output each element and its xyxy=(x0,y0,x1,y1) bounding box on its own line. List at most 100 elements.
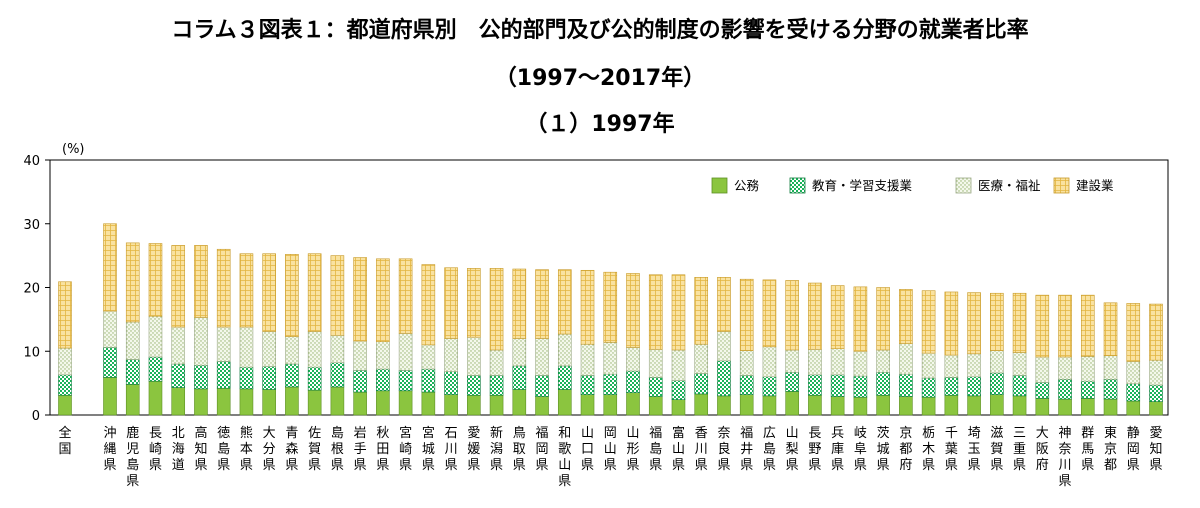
bar-segment-construction xyxy=(1103,302,1118,357)
bar-segment-education xyxy=(785,371,799,392)
category-label: 栃木県 xyxy=(922,426,935,473)
bar-segment-education xyxy=(285,363,299,388)
legend-label: 教育・学習支援業 xyxy=(812,178,913,193)
bar-segment-public-service xyxy=(785,391,799,416)
bar-segment-education xyxy=(330,362,345,388)
bar-segment-public-service xyxy=(103,377,117,416)
category-label: 滋賀県 xyxy=(990,426,1003,473)
bar-segment-public-service xyxy=(694,393,709,416)
bar-segment-medical xyxy=(489,349,504,376)
bar-segment-construction xyxy=(125,242,140,323)
bar-segment-public-service xyxy=(808,394,822,416)
bar-segment-medical xyxy=(808,349,822,376)
category-label: 全国 xyxy=(58,425,71,457)
bar-segment-medical xyxy=(535,338,549,376)
bar-segment-public-service xyxy=(990,394,1004,416)
bar-segment-construction xyxy=(557,269,572,335)
bar-segment-construction xyxy=(262,253,276,332)
category-label: 徳島県 xyxy=(217,426,230,473)
bar-segment-medical xyxy=(603,342,618,375)
bar-segment-medical xyxy=(1080,356,1095,382)
bar-segment-construction xyxy=(808,282,822,350)
bar-segment-medical xyxy=(1126,361,1141,385)
category-label: 長崎県 xyxy=(149,426,162,473)
bar-segment-construction xyxy=(1080,294,1095,357)
bar-segment-construction xyxy=(285,254,299,337)
bar-segment-public-service xyxy=(353,391,367,416)
category-label: 愛知県 xyxy=(1149,426,1162,473)
bar-segment-public-service xyxy=(58,394,72,416)
bar-segment-construction xyxy=(1035,294,1050,358)
category-label: 長野県 xyxy=(808,426,821,473)
bar-segment-construction xyxy=(307,253,322,332)
bar-segment-construction xyxy=(489,268,504,351)
bar-segment-medical xyxy=(307,331,322,368)
bar-segment-education xyxy=(557,365,572,390)
bar-segment-construction xyxy=(603,271,618,343)
bar-segment-public-service xyxy=(1035,398,1050,416)
bar-segment-public-service xyxy=(467,394,481,416)
category-label: 福岡県 xyxy=(536,426,549,473)
y-tick-label: 40 xyxy=(23,154,40,169)
bar-segment-medical xyxy=(467,336,481,376)
bar-segment-construction xyxy=(739,278,754,351)
bar-segment-construction xyxy=(990,292,1004,351)
bar-segment-public-service xyxy=(262,389,276,416)
bar-segment-education xyxy=(944,377,959,396)
bar-segment-public-service xyxy=(512,389,527,416)
category-label: 山形県 xyxy=(626,426,639,473)
bar-segment-public-service xyxy=(853,396,868,416)
bar-segment-public-service xyxy=(717,395,731,416)
bar-segment-public-service xyxy=(967,395,981,416)
legend-swatch xyxy=(1053,177,1070,194)
category-label: 兵庫県 xyxy=(831,426,844,473)
bar-segment-education xyxy=(1149,384,1163,402)
bar-segment-public-service xyxy=(1012,395,1027,416)
bar-segment-public-service xyxy=(944,394,959,416)
category-label: 鳥取県 xyxy=(513,426,526,473)
category-label: 岡山県 xyxy=(604,426,617,473)
bar-segment-medical xyxy=(421,344,436,370)
bar-segment-construction xyxy=(512,268,527,339)
bar-segment-education xyxy=(648,377,663,397)
category-label: 青森県 xyxy=(285,426,298,473)
bar-segment-education xyxy=(1080,380,1095,399)
category-label: 熊本県 xyxy=(240,425,253,473)
bar-segment-medical xyxy=(1058,356,1072,380)
bar-segment-medical xyxy=(739,350,754,376)
bar-segment-medical xyxy=(967,353,981,378)
category-label: 愛媛県 xyxy=(467,426,480,473)
category-label: 佐賀県 xyxy=(308,426,321,473)
bar-segment-construction xyxy=(467,268,481,338)
bar-segment-public-service xyxy=(171,387,186,416)
bar-segment-public-service xyxy=(603,394,618,416)
category-label: 三重県 xyxy=(1013,426,1026,473)
bar-segment-construction xyxy=(330,255,345,336)
bar-segment-public-service xyxy=(148,380,163,416)
bar-segment-medical xyxy=(194,317,208,366)
bar-segment-education xyxy=(853,375,868,398)
bar-segment-public-service xyxy=(1080,398,1095,416)
bar-segment-education xyxy=(421,368,436,393)
category-label: 群馬県 xyxy=(1081,426,1094,473)
legend-label: 建設業 xyxy=(1076,178,1114,193)
bar-segment-education xyxy=(489,375,504,396)
bar-segment-education xyxy=(1012,375,1027,397)
bar-segment-medical xyxy=(830,348,845,376)
category-label: 島根県 xyxy=(331,426,344,473)
bar-segment-education xyxy=(398,370,413,392)
legend-label: 医療・福祉 xyxy=(978,178,1041,193)
bar-segment-education xyxy=(626,370,640,393)
bar-segment-public-service xyxy=(1103,398,1118,416)
bar-segment-education xyxy=(1035,382,1050,399)
bar-segment-medical xyxy=(239,326,254,368)
bar-segment-public-service xyxy=(421,391,436,416)
category-label: 新潟県 xyxy=(490,425,503,473)
bar-segment-construction xyxy=(876,287,890,351)
bar-segment-medical xyxy=(125,321,140,360)
bar-segment-construction xyxy=(444,267,458,339)
bar-segment-construction xyxy=(967,292,981,355)
bar-segment-education xyxy=(967,376,981,397)
bar-segment-construction xyxy=(648,274,663,350)
bar-segment-medical xyxy=(648,349,663,378)
